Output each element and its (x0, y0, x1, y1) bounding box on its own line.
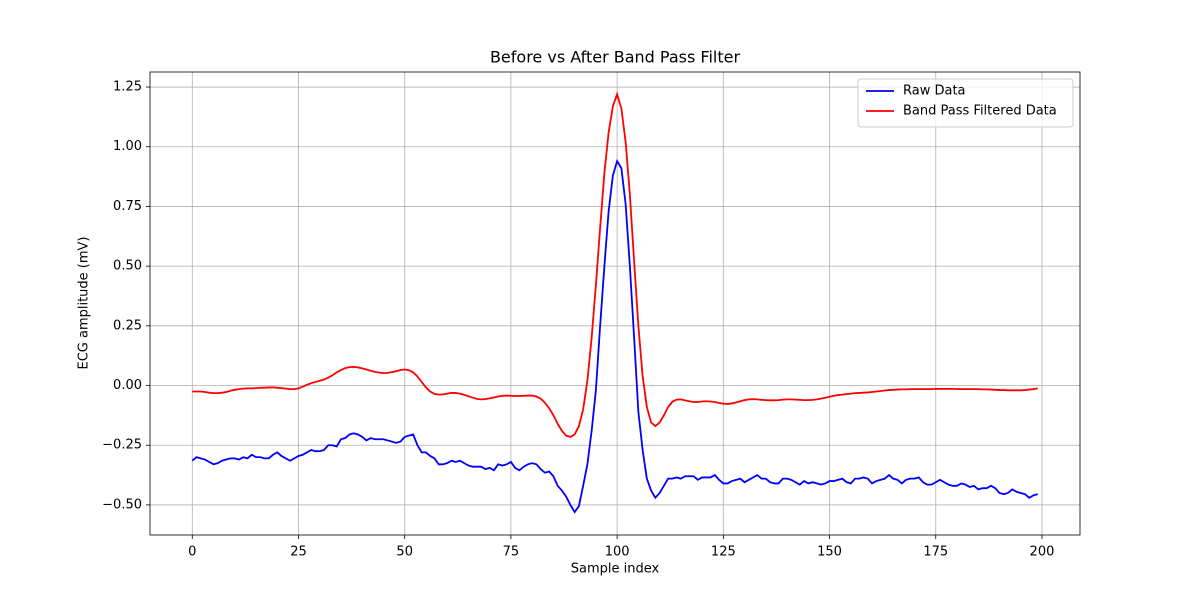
x-tick-label: 125 (711, 545, 736, 560)
y-axis-label: ECG amplitude (mV) (77, 236, 92, 369)
x-tick-label: 0 (188, 545, 196, 560)
x-tick-label: 200 (1030, 545, 1055, 560)
x-tick-label: 175 (923, 545, 948, 560)
y-tick-label: 0.50 (113, 259, 142, 274)
y-tick-label: −0.50 (102, 497, 142, 512)
chart-title: Before vs After Band Pass Filter (490, 48, 741, 67)
data-line (191, 158, 1038, 514)
x-tick-label: 75 (503, 545, 520, 560)
legend-label: Raw Data (903, 84, 966, 99)
x-axis-label: Sample index (571, 562, 660, 577)
y-tick-label: 1.00 (113, 139, 142, 154)
x-tick-label: 25 (290, 545, 307, 560)
y-tick-label: 0.25 (113, 318, 142, 333)
y-tick-label: −0.25 (102, 438, 142, 453)
y-tick-label: 0.00 (113, 378, 142, 393)
x-tick-label: 100 (605, 545, 630, 560)
legend-label: Band Pass Filtered Data (903, 104, 1057, 119)
x-tick-label: 50 (396, 545, 413, 560)
legend: Raw Data Band Pass Filtered Data (857, 78, 1074, 128)
legend-box (857, 78, 1074, 128)
x-tick-label: 150 (817, 545, 842, 560)
y-tick-label: 1.25 (113, 80, 142, 95)
plot-frame (149, 71, 1081, 536)
y-tick-label: 0.75 (113, 199, 142, 214)
data-line (192, 91, 1038, 438)
